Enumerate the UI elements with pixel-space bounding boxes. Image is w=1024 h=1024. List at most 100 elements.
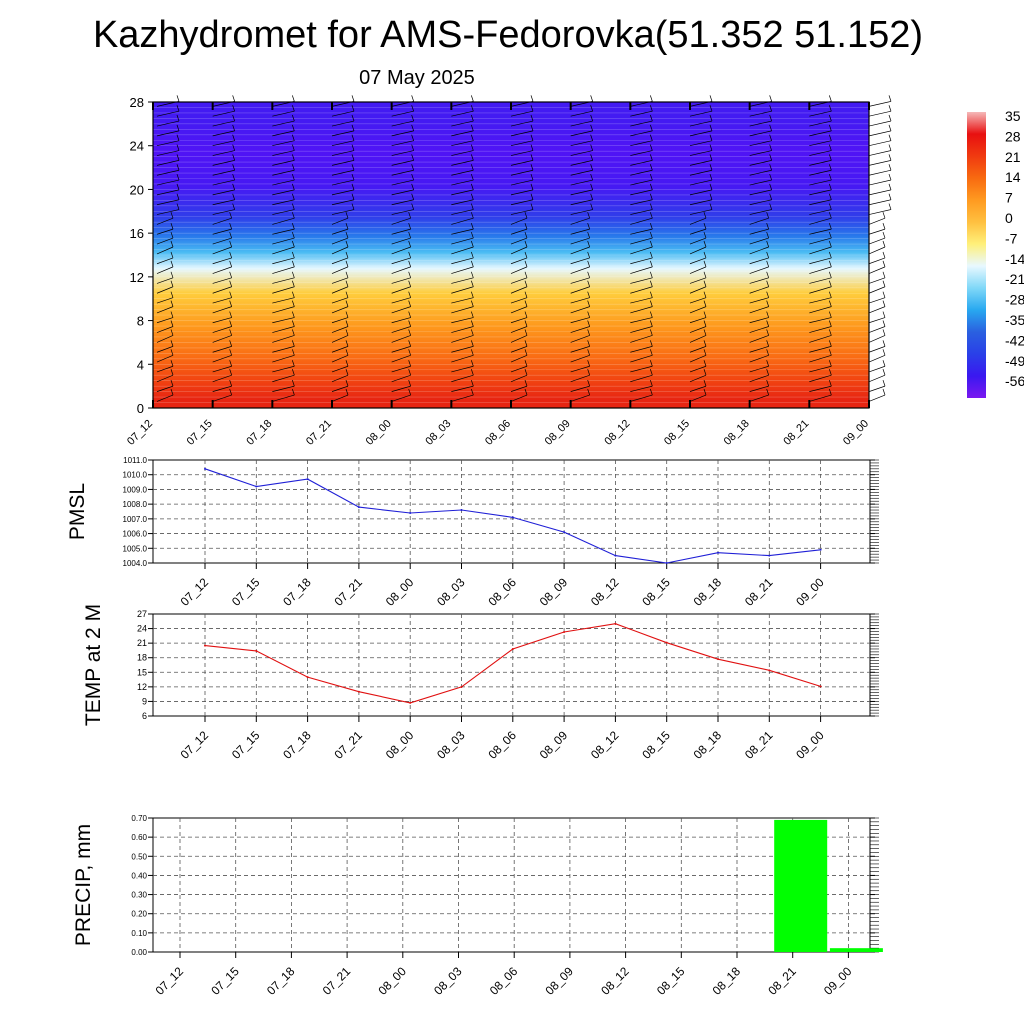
wind-barb-staff: [809, 354, 832, 363]
wind-barb-staff: [689, 374, 707, 383]
wind-barb-staff: [451, 130, 474, 137]
wind-barb-staff: [391, 374, 411, 383]
wind-barb-feather: [703, 340, 707, 347]
wind-barb-staff: [391, 394, 411, 402]
wind-barb-staff: [809, 217, 832, 225]
y-tick-label: 1007.0: [123, 515, 148, 524]
wind-barb-staff: [391, 140, 414, 147]
wind-barb-staff: [510, 365, 528, 373]
wind-barb: [451, 388, 474, 402]
wind-barb: [689, 320, 707, 333]
wind-barb-staff: [391, 317, 411, 324]
wind-barb-feather: [766, 349, 769, 356]
wind-barb-feather: [766, 340, 769, 347]
wind-barb-feather: [829, 291, 832, 298]
wind-barb-feather: [292, 320, 295, 327]
wind-barb-feather: [471, 300, 474, 307]
wind-barb-feather: [345, 388, 349, 396]
pmsl-point: [563, 531, 566, 534]
wind-barb: [212, 300, 232, 314]
wind-barb-feather: [408, 329, 411, 336]
wind-barb-staff: [749, 150, 772, 156]
wind-barb-staff: [510, 120, 534, 127]
wind-barb: [451, 144, 474, 156]
wind-barb: [868, 388, 886, 402]
wind-barb-staff: [868, 277, 886, 284]
wind-barb-staff: [749, 306, 769, 314]
wind-barb: [272, 144, 295, 156]
y-tick-label: 1006.0: [123, 530, 148, 539]
wind-barb-feather: [408, 320, 411, 327]
wind-barb-staff: [272, 120, 295, 127]
wind-barb-staff: [451, 150, 474, 156]
wind-barb-feather: [471, 95, 474, 102]
colorbar-label: 7: [1005, 190, 1013, 206]
wind-barb-feather: [650, 223, 653, 230]
wind-barb-feather: [292, 134, 295, 141]
wind-barb-feather: [524, 360, 528, 367]
wind-barb-feather: [590, 105, 593, 112]
wind-barb: [749, 340, 769, 353]
wind-barb-feather: [471, 144, 474, 151]
wind-barb-feather: [176, 173, 180, 181]
wind-barb-feather: [170, 240, 174, 248]
wind-barb-staff: [212, 189, 235, 196]
wind-barb: [212, 203, 235, 215]
wind-barb-staff: [868, 237, 886, 245]
wind-barb: [451, 369, 474, 383]
x-tick-label: 07_21: [332, 575, 366, 609]
wind-barb: [451, 203, 474, 215]
wind-barb-feather: [829, 193, 832, 200]
wind-barb-feather: [345, 329, 349, 336]
wind-barb-feather: [345, 280, 349, 287]
wind-barb: [391, 349, 411, 363]
wind-barb: [510, 329, 528, 343]
temp-point: [717, 658, 719, 661]
x-tick-label: 08_09: [537, 728, 571, 762]
wind-barb-feather: [471, 203, 474, 210]
wind-barb: [391, 124, 414, 137]
wind-barb: [391, 154, 414, 166]
wind-barb-staff: [868, 317, 886, 324]
wind-barb-staff: [391, 150, 414, 156]
x-tick-label: 08_03: [431, 964, 465, 998]
wind-barb-feather: [769, 134, 772, 141]
wind-barb: [451, 124, 474, 137]
wind-barb: [272, 193, 295, 206]
wind-barb-staff: [272, 286, 295, 294]
wind-barb: [809, 251, 832, 265]
y-tick-label: 0.60: [131, 833, 147, 842]
wind-barb-feather: [345, 379, 349, 387]
wind-barb-staff: [391, 257, 411, 265]
wind-barb-staff: [570, 209, 593, 215]
wind-barb: [331, 280, 349, 294]
wind-barb: [451, 260, 474, 274]
wind-barb-feather: [709, 114, 713, 122]
wind-barb-feather: [530, 154, 534, 161]
temp-point: [563, 630, 566, 633]
wind-barb: [272, 369, 295, 383]
wind-barb-feather: [590, 173, 593, 181]
wind-barb-feather: [829, 223, 832, 230]
colorbar-label: 28: [1005, 128, 1021, 144]
wind-barb: [212, 223, 232, 235]
wind-barb-staff: [156, 169, 180, 176]
wind-barb-staff: [809, 286, 832, 294]
wind-barb: [156, 231, 174, 245]
wind-barb-staff: [510, 277, 528, 284]
wind-barb-staff: [212, 237, 232, 245]
wind-barb: [689, 231, 707, 245]
wind-barb-staff: [570, 385, 590, 392]
wind-barb-feather: [351, 105, 355, 112]
wind-barb: [156, 173, 180, 186]
wind-barb-staff: [570, 306, 590, 314]
wind-barb-staff: [570, 326, 590, 333]
wind-barb-staff: [391, 346, 411, 353]
wind-barb-staff: [809, 326, 832, 333]
x-tick-label: 07_15: [185, 418, 215, 448]
wind-barb-staff: [868, 374, 886, 383]
y-axis-title: TEMP at 2 M: [82, 604, 105, 726]
wind-barb-staff: [331, 179, 355, 186]
wind-barb: [391, 360, 411, 373]
